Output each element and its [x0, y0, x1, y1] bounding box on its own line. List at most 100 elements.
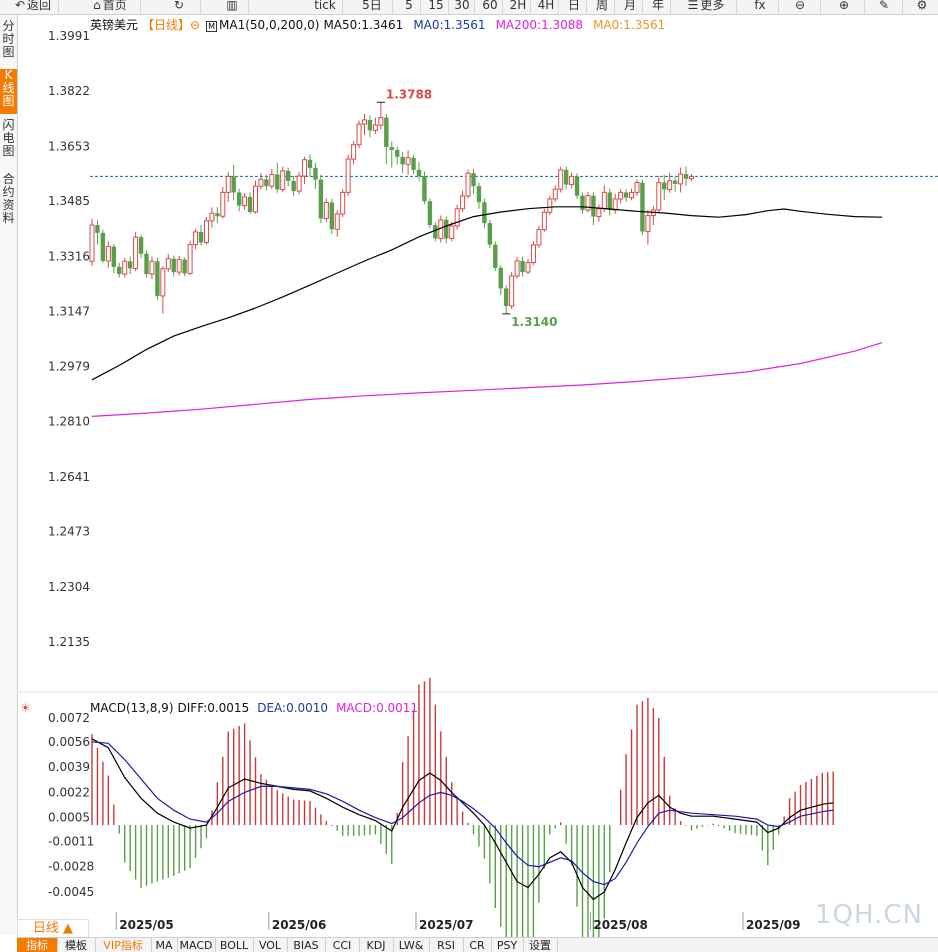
candle-down	[395, 149, 400, 157]
candle-down	[198, 231, 204, 243]
candle-down	[411, 157, 416, 170]
candle-down	[493, 244, 498, 268]
candle-up	[667, 180, 673, 190]
candle-up	[629, 191, 635, 199]
indicator-tab-10[interactable]: LW&	[393, 938, 430, 952]
tab-contract-info[interactable]: 合约资料	[2, 172, 15, 225]
candle-down	[640, 182, 645, 232]
candle-up	[618, 191, 624, 200]
candle-up	[187, 244, 193, 274]
toolbar-item-8[interactable]: 30	[450, 0, 475, 14]
candle-down	[487, 223, 493, 245]
indicator-tab-8[interactable]: CCI	[325, 938, 360, 952]
candle-down	[95, 225, 100, 233]
toolbar-item-5[interactable]: 5日	[352, 0, 393, 14]
candle-down	[111, 246, 116, 267]
view-sidebar: 分时图 K线图 闪电图 合约资料	[0, 15, 18, 935]
indicator-tab-4[interactable]: MACD	[177, 938, 216, 952]
candle-down	[155, 261, 160, 296]
legend-period[interactable]: 【日线】	[142, 18, 191, 32]
candle-up	[536, 229, 542, 246]
candle-down	[580, 195, 585, 211]
candle-up	[689, 175, 694, 180]
indicator-tab-2[interactable]: VIP指标	[95, 938, 152, 952]
indicator-tab-14[interactable]: 设置	[523, 938, 558, 952]
indicator-icon: M	[206, 21, 217, 32]
candle-down	[307, 159, 313, 168]
candle-up	[541, 211, 547, 231]
candle-up	[465, 172, 471, 197]
candle-up	[509, 275, 515, 307]
indicator-tab-1[interactable]: 模板	[57, 938, 96, 952]
toolbar-item-3[interactable]: ▥	[218, 0, 249, 14]
candle-up	[372, 124, 378, 131]
toolbar-item-7[interactable]: 15	[424, 0, 449, 14]
indicator-tab-5[interactable]: BOLL	[215, 938, 254, 952]
candle-up	[269, 173, 275, 187]
price-tick-label: 1.3653	[48, 139, 90, 153]
indicator-tab-3[interactable]: MA	[151, 938, 178, 952]
toolbar-item-21[interactable]: ⚙	[908, 0, 938, 14]
main-legend: 英镑美元 【日线】⊖ M MA1(50,0,200,0) MA50:1.3461 MA0:…	[90, 17, 669, 35]
date-label: 2025/05	[119, 918, 173, 932]
candle-up	[552, 188, 558, 200]
ma200-line	[91, 342, 883, 417]
legend-ma0-a: MA0:1.3561	[413, 18, 486, 32]
macd-settings-icon[interactable]: ☀	[20, 701, 31, 715]
price-tick-label: 1.3147	[48, 305, 90, 319]
indicator-tab-13[interactable]: PSY	[491, 938, 524, 952]
toolbar-item-18[interactable]: ⊖	[782, 0, 821, 14]
toolbar-item-label: 5	[405, 0, 413, 12]
legend-macd-name: MACD(13,8,9)	[90, 701, 174, 715]
tab-flash-chart[interactable]: 闪电图	[2, 118, 15, 158]
toolbar-item-9[interactable]: 60	[478, 0, 503, 14]
tab-time-sharing[interactable]: 分时图	[2, 19, 15, 59]
candle-up	[258, 178, 264, 187]
indicator-tab-9[interactable]: KDJ	[359, 938, 394, 952]
indicator-tab-12[interactable]: CR	[463, 938, 492, 952]
candle-down	[574, 176, 580, 196]
candle-up	[460, 195, 466, 210]
candle-up	[323, 202, 329, 220]
toolbar-item-19[interactable]: ⊕	[826, 0, 865, 14]
toolbar-item-16[interactable]: ☰ 更多	[676, 0, 737, 14]
macd-tick-label: -0.0028	[48, 860, 94, 874]
candle-down	[591, 195, 596, 217]
toolbar-item-13[interactable]: 周	[590, 0, 615, 14]
indicator-tab-0[interactable]: 指标	[17, 938, 58, 952]
period-dropdown-button[interactable]: 日线 ▲	[17, 919, 89, 938]
toolbar-item-14[interactable]: 月	[618, 0, 643, 14]
toolbar-item-4[interactable]: tick	[308, 0, 343, 14]
candle-up	[405, 157, 411, 165]
toolbar-item-6[interactable]: 5	[398, 0, 421, 14]
toolbar-item-17[interactable]: fx	[744, 0, 779, 14]
legend-ma0-b: MA0:1.3561	[593, 18, 666, 32]
candle-down	[476, 186, 482, 203]
candle-down	[498, 267, 503, 289]
indicator-tab-6[interactable]: VOL	[253, 938, 288, 952]
toolbar-item-1[interactable]: ⌂ 首页	[80, 0, 141, 14]
toolbar-item-label: 首页	[102, 0, 127, 12]
legend-toggle-icon[interactable]: ⊖	[190, 18, 201, 32]
toolbar-item-10[interactable]: 2H	[506, 0, 531, 14]
toolbar-item-label: 2H	[509, 0, 527, 12]
candle-up	[165, 258, 171, 270]
tab-kline[interactable]: K线图	[0, 69, 17, 114]
candle-down	[286, 170, 291, 181]
indicator-tab-11[interactable]: RSI	[429, 938, 464, 952]
candle-down	[433, 225, 438, 239]
indicator-tab-7[interactable]: BIAS	[287, 938, 326, 952]
toolbar-item-20[interactable]: ✎	[868, 0, 903, 14]
toolbar-item-12[interactable]: 日	[562, 0, 587, 14]
candle-up	[362, 119, 367, 125]
toolbar-item-15[interactable]: 年	[646, 0, 671, 14]
candle-down	[182, 259, 187, 274]
candle-up	[569, 175, 575, 186]
toolbar-item-0[interactable]: ↶ 返回	[8, 0, 59, 14]
toolbar-item-label: 更多	[700, 0, 725, 12]
toolbar-item-11[interactable]: 4H	[534, 0, 559, 14]
toolbar-item-2[interactable]: ↻	[160, 0, 201, 14]
toolbar-item-label: 30	[454, 0, 470, 12]
price-tick-label: 1.3991	[48, 29, 90, 43]
